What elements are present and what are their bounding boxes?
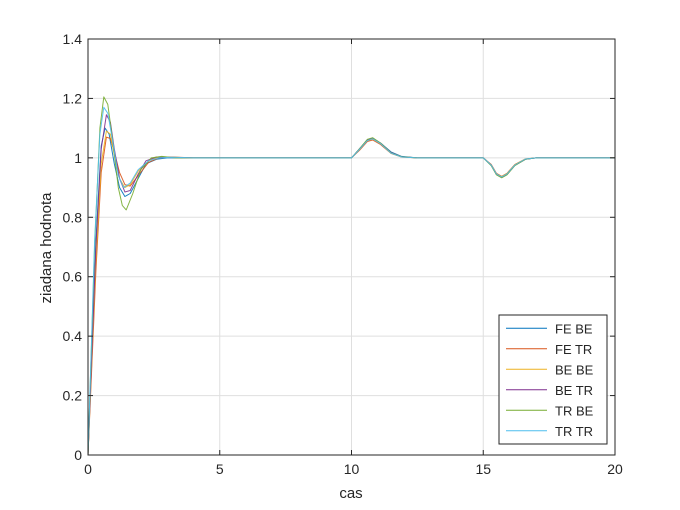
x-tick-label: 10 [344,461,360,477]
y-tick-label: 0.6 [63,269,83,285]
series-line-tr-be [87,96,615,456]
y-tick-label: 0.4 [63,328,83,344]
y-tick-label: 1 [74,150,82,166]
y-tick-label: 0.2 [63,388,83,404]
legend-entry-label: TR TR [555,424,593,439]
x-tick-label: 15 [475,461,491,477]
y-tick-label: 0.8 [63,209,83,225]
legend-entry-label: TR BE [555,403,594,418]
legend-entry-label: BE BE [555,362,594,377]
legend-entry-label: BE TR [555,383,593,398]
x-axis-label: cas [339,485,362,502]
y-axis-label: ziadana hodnota [38,192,55,304]
legend-entry-label: FE BE [555,321,593,336]
plot-area: 0 5 10 15 20 0 0.2 0.4 0.6 0.8 1 1.2 1.4 FE BE FE TR BE… [63,31,623,477]
legend-entry-label: FE TR [555,342,592,357]
x-tick-label: 5 [216,461,224,477]
y-tick-label: 0 [74,447,82,463]
x-tick-label: 0 [84,461,92,477]
y-tick-label: 1.4 [63,31,83,47]
legend-box [498,314,608,445]
series-line-tr-tr [87,106,615,456]
x-tick-label: 20 [607,461,623,477]
y-tick-label: 1.2 [63,90,83,106]
